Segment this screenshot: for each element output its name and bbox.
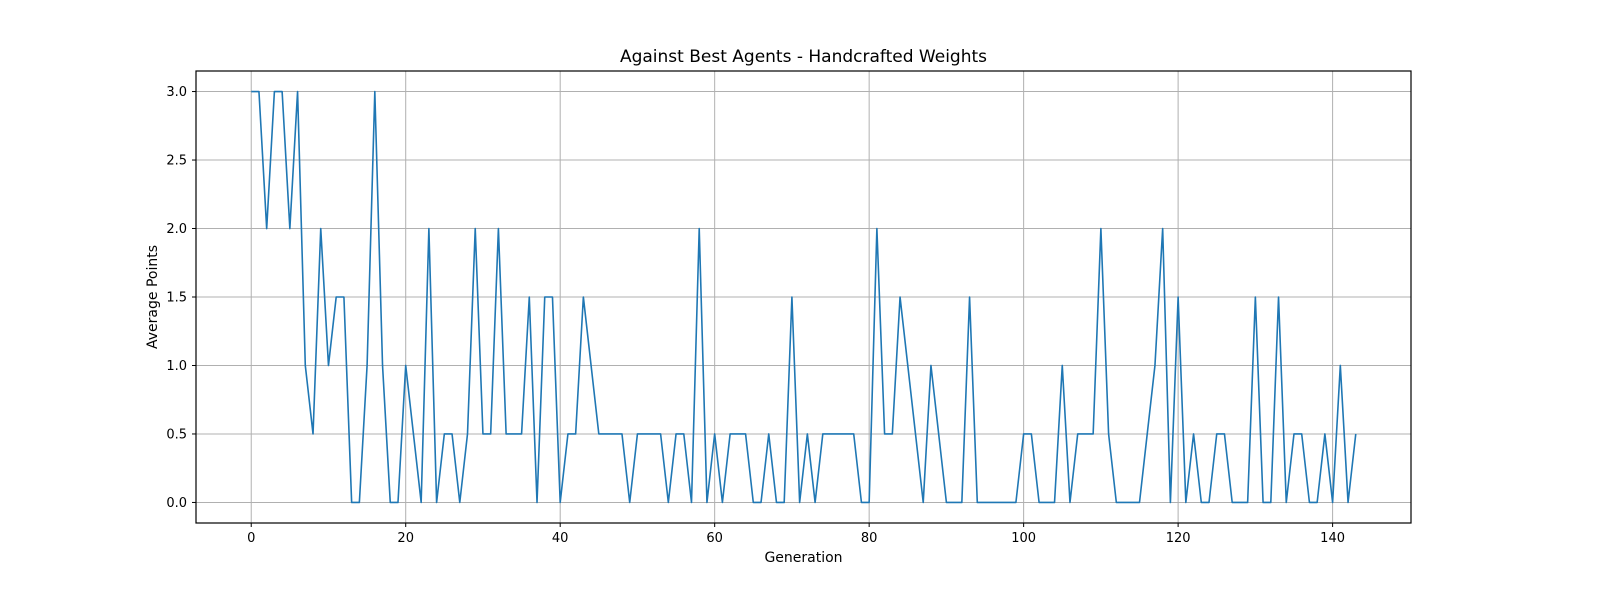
ticks: 0 20 40 60 80 100 120 140 0.0 0.5 1.0 1.5 2.0 2.5 3.0	[166, 85, 1345, 546]
y-tick-label: 1.0	[166, 359, 187, 374]
series-line	[251, 90, 1357, 504]
x-axis-label: Generation	[764, 550, 842, 566]
y-tick-label: 2.0	[166, 222, 187, 237]
x-tick-label: 40	[552, 531, 569, 546]
x-tick-label: 140	[1320, 531, 1345, 546]
x-tick-label: 20	[397, 531, 414, 546]
x-tick-label: 120	[1166, 531, 1191, 546]
y-tick-label: 0.5	[166, 427, 187, 442]
chart-title: Against Best Agents - Handcrafted Weight…	[620, 47, 987, 67]
series-layer	[251, 90, 1357, 504]
x-tick-label: 0	[247, 531, 255, 546]
y-tick-label: 1.5	[166, 291, 187, 306]
y-tick-label: 2.5	[166, 154, 187, 169]
grid	[196, 71, 1411, 523]
y-tick-label: 3.0	[166, 85, 187, 100]
x-tick-label: 80	[861, 531, 878, 546]
y-tick-label: 0.0	[166, 496, 187, 511]
x-tick-label: 60	[706, 531, 723, 546]
y-axis-label: Average Points	[145, 245, 161, 349]
x-tick-label: 100	[1011, 531, 1036, 546]
